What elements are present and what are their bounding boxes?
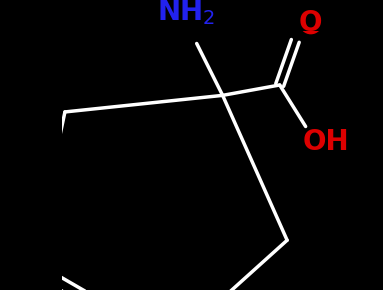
Text: OH: OH [303,128,350,156]
Text: O: O [299,9,322,37]
Text: NH$_2$: NH$_2$ [157,0,216,27]
